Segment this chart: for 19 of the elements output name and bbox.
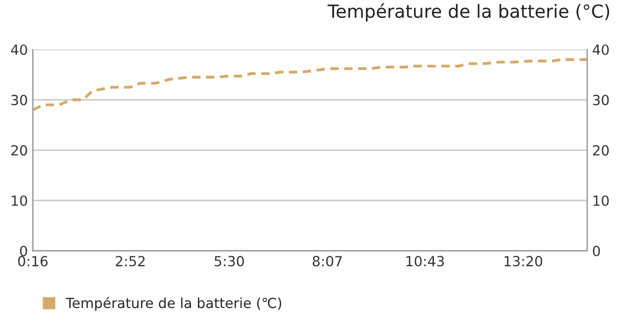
y-tick-label: 40 bbox=[11, 44, 28, 55]
y-tick-label: 10 bbox=[12, 195, 28, 206]
y2-tick-label: 20 bbox=[593, 145, 609, 156]
x-tick-label: 2:52 bbox=[116, 256, 145, 266]
y2-tick-label: 30 bbox=[593, 94, 609, 106]
x-tick-label: 0:16 bbox=[18, 256, 48, 266]
line-series bbox=[32, 58, 588, 112]
legend-label: Température de la batterie (℃) bbox=[66, 296, 282, 311]
y-tick-label: 20 bbox=[11, 145, 28, 156]
y-tick-label: 0 bbox=[20, 246, 28, 256]
chart-title: Température de la batterie (°C) bbox=[328, 3, 610, 22]
x-tick-label: 8:07 bbox=[312, 256, 342, 266]
x-tick-label: 10:43 bbox=[406, 256, 444, 266]
x-tick-label: 5:30 bbox=[214, 256, 244, 266]
y-tick-label: 30 bbox=[11, 94, 28, 106]
x-tick-label: 13:20 bbox=[504, 256, 542, 266]
y2-tick-label: 0 bbox=[592, 246, 600, 256]
y2-tick-label: 10 bbox=[594, 195, 609, 206]
y2-tick-label: 40 bbox=[592, 44, 609, 55]
